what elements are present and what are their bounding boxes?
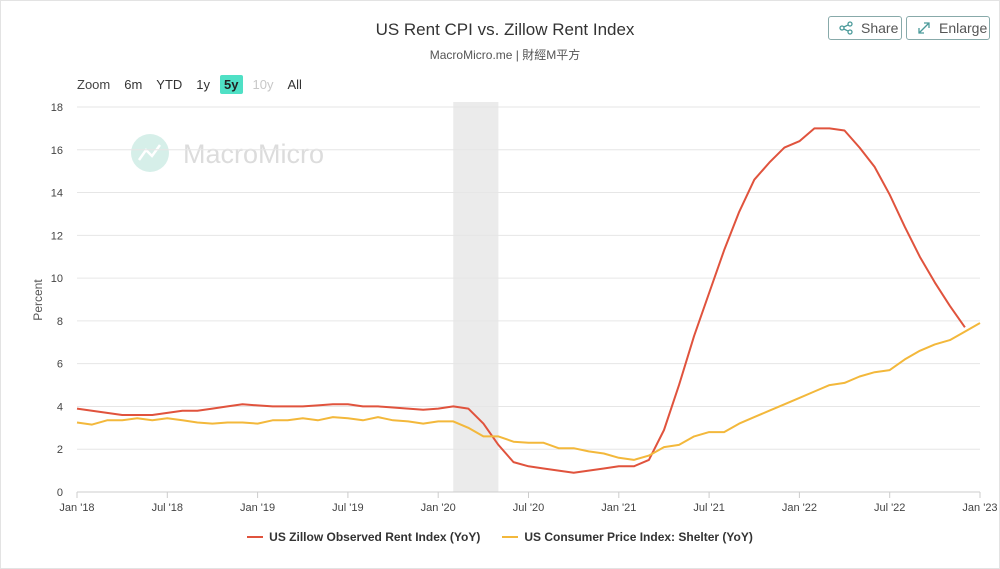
zoom-button-10y: 10y: [252, 77, 274, 92]
y-tick-label: 6: [57, 359, 63, 371]
x-tick-label: Jan '19: [240, 502, 275, 514]
chart-title: US Rent CPI vs. Zillow Rent Index: [375, 20, 635, 39]
share-icon: [839, 21, 853, 35]
cpi-shelter-line: [76, 322, 981, 461]
zoom-controls: Zoom 6m YTD 1y 5y 10y All: [77, 75, 306, 94]
y-tick-label: 14: [51, 188, 63, 200]
y-tick-label: 10: [51, 273, 63, 285]
share-label: Share: [861, 20, 899, 36]
x-tick-label: Jan '18: [59, 502, 94, 514]
recession-shade: [453, 102, 499, 492]
enlarge-label: Enlarge: [939, 20, 988, 36]
zillow-rent-line: [76, 127, 966, 474]
y-axis-title: Percent: [31, 279, 45, 321]
zoom-button-all[interactable]: All: [287, 77, 302, 92]
zoom-button-5y[interactable]: 5y: [220, 75, 243, 94]
logo-trend-mark: [137, 144, 162, 161]
x-tick-label: Jul '19: [332, 502, 363, 514]
y-tick-label: 18: [51, 102, 63, 114]
y-tick-label: 4: [57, 401, 63, 413]
x-tick-label: Jul '18: [152, 502, 183, 514]
chart-subtitle: MacroMicro.me | 財經M平方: [429, 48, 581, 62]
zoom-label: Zoom: [77, 77, 111, 92]
legend-swatch-zillow: [247, 536, 264, 538]
x-tick-label: Jan '23: [962, 502, 997, 514]
legend-label-cpi: US Consumer Price Index: Shelter (YoY): [524, 530, 753, 544]
legend-item-zillow[interactable]: US Zillow Observed Rent Index (YoY): [247, 530, 480, 544]
enlarge-icon: [917, 21, 931, 35]
x-tick-label: Jul '21: [693, 502, 724, 514]
watermark-text: MacroMicro: [183, 139, 324, 169]
x-tick-label: Jan '22: [782, 502, 817, 514]
y-tick-label: 12: [51, 230, 63, 242]
enlarge-button[interactable]: Enlarge: [906, 16, 990, 40]
y-tick-label: 16: [51, 145, 63, 157]
x-tick-label: Jul '22: [874, 502, 905, 514]
y-tick-label: 2: [57, 444, 63, 456]
zoom-button-ytd[interactable]: YTD: [156, 77, 183, 92]
zoom-button-1y[interactable]: 1y: [196, 77, 211, 92]
legend: US Zillow Observed Rent Index (YoY) US C…: [0, 530, 1000, 544]
x-tick-label: Jan '21: [601, 502, 636, 514]
legend-label-zillow: US Zillow Observed Rent Index (YoY): [269, 530, 481, 544]
x-tick-label: Jul '20: [513, 502, 544, 514]
zoom-button-6m[interactable]: 6m: [124, 77, 143, 92]
x-tick-label: Jan '20: [421, 502, 456, 514]
y-tick-label: 0: [57, 487, 63, 499]
share-button[interactable]: Share: [828, 16, 902, 40]
macromicro-watermark: MacroMicro: [131, 134, 324, 172]
legend-item-cpi[interactable]: US Consumer Price Index: Shelter (YoY): [502, 530, 753, 544]
legend-swatch-cpi: [502, 536, 519, 538]
y-tick-label: 8: [57, 316, 63, 328]
